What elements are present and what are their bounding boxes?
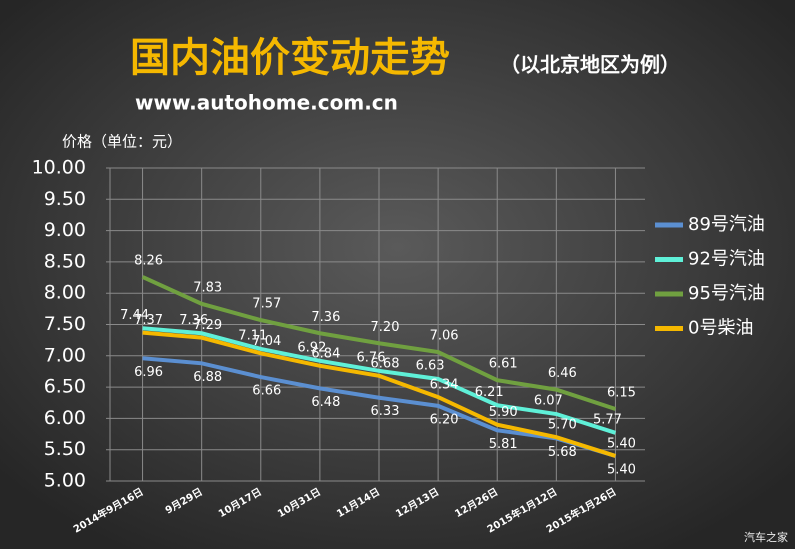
y-tick-label: 5.50	[44, 438, 86, 460]
y-tick-label: 10.00	[32, 157, 86, 179]
data-label: 6.48	[311, 395, 340, 410]
chart-title: 国内油价变动走势	[130, 35, 450, 81]
y-tick-label: 5.00	[44, 470, 86, 492]
data-label: 7.20	[371, 320, 400, 335]
y-tick-label: 7.50	[44, 313, 86, 335]
legend-label: 89号汽油	[688, 214, 765, 235]
data-label: 7.44	[120, 308, 149, 323]
data-label: 6.92	[297, 340, 326, 355]
data-label: 6.34	[430, 378, 459, 393]
series-line	[141, 275, 617, 411]
data-label: 6.63	[416, 358, 445, 373]
series-line	[142, 326, 617, 435]
legend-label: 92号汽油	[688, 249, 765, 270]
legend-label: 95号汽油	[688, 283, 765, 304]
y-tick-label: 7.00	[44, 344, 86, 366]
data-label: 6.21	[475, 385, 504, 400]
data-label: 5.81	[489, 437, 518, 452]
data-label: 7.06	[430, 329, 459, 344]
data-label: 5.90	[489, 405, 518, 420]
data-label: 6.96	[134, 365, 163, 380]
data-label: 7.04	[252, 334, 281, 349]
data-label: 7.37	[134, 313, 163, 328]
data-label: 5.40	[607, 436, 636, 451]
data-label: 5.40	[607, 462, 636, 477]
data-label: 5.70	[548, 418, 577, 433]
data-label: 6.46	[548, 366, 577, 381]
y-tick-label: 9.00	[44, 219, 86, 241]
data-label: 6.76	[357, 350, 386, 365]
series-line	[142, 330, 617, 458]
data-label: 6.88	[193, 370, 222, 385]
data-label: 7.29	[193, 318, 222, 333]
data-label: 5.77	[593, 412, 622, 427]
source: www.autohome.com.cn	[135, 91, 398, 115]
y-tick-label: 6.00	[44, 407, 86, 429]
data-label: 7.57	[252, 297, 281, 312]
data-label: 7.83	[193, 280, 222, 295]
data-label: 5.68	[548, 445, 577, 460]
legend-label: 0号柴油	[688, 318, 753, 339]
data-label: 6.15	[607, 386, 636, 401]
y-axis-label: 价格（单位：元）	[62, 133, 182, 151]
data-label: 7.36	[179, 313, 208, 328]
y-tick-label: 8.50	[44, 250, 86, 272]
data-label: 6.84	[311, 346, 340, 361]
y-tick-label: 8.00	[44, 282, 86, 304]
watermark: 汽车之家	[744, 530, 788, 544]
data-label: 8.26	[134, 253, 163, 268]
data-label: 6.20	[430, 412, 459, 427]
chart-subtitle: （以北京地区为例）	[500, 53, 680, 77]
data-label: 6.68	[371, 356, 400, 371]
data-label: 6.61	[489, 357, 518, 372]
data-label: 6.66	[252, 384, 281, 399]
data-label: 6.07	[534, 394, 563, 409]
data-label: 7.11	[238, 328, 267, 343]
series-line	[142, 356, 617, 458]
y-tick-label: 9.50	[44, 188, 86, 210]
y-tick-label: 6.50	[44, 376, 86, 398]
data-label: 7.36	[311, 310, 340, 325]
data-label: 6.33	[371, 404, 400, 419]
